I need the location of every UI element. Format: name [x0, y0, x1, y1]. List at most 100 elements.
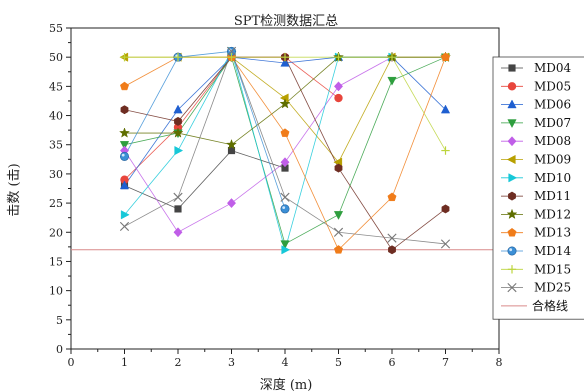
- data-point-md08-shape: [226, 198, 237, 209]
- data-point-md25: [173, 192, 183, 202]
- chart-title: SPT检测数据汇总: [234, 14, 338, 29]
- x-tick-label: 8: [496, 356, 503, 369]
- data-point-md07-shape: [387, 76, 397, 86]
- legend-label-md08: MD08: [534, 134, 571, 148]
- data-point-md06: [280, 57, 290, 67]
- data-point-md11: [120, 105, 129, 115]
- legend-marker-md14: [507, 246, 517, 256]
- data-point-md25-shape: [226, 46, 237, 56]
- x-tick-label: 2: [175, 356, 182, 369]
- data-point-md06: [119, 180, 130, 190]
- data-point-md11-shape: [388, 245, 396, 255]
- y-tick-label: 0: [56, 343, 63, 356]
- data-point-md08: [173, 227, 183, 238]
- data-point-md05-shape: [120, 175, 129, 184]
- data-point-md04-shape: [174, 205, 182, 213]
- data-point-md04: [281, 164, 289, 172]
- data-point-md08: [226, 198, 237, 209]
- data-point-md12: [279, 98, 291, 109]
- data-point-md12-shape: [172, 127, 184, 138]
- data-point-md06-shape: [440, 104, 451, 114]
- data-point-md15: [387, 52, 397, 62]
- x-tick-label: 0: [68, 356, 75, 369]
- data-point-md06: [440, 104, 451, 114]
- series-line-md09: [124, 56, 446, 163]
- data-point-md10-shape: [281, 245, 291, 255]
- legend-marker-md06-shape: [507, 99, 517, 109]
- legend-label-md10: MD10: [534, 171, 571, 185]
- data-point-md11: [174, 116, 182, 126]
- data-point-md08-shape: [333, 81, 344, 92]
- data-point-md12-shape: [119, 127, 130, 138]
- data-point-md05: [120, 175, 129, 184]
- data-point-md07-shape: [280, 240, 290, 250]
- legend-label-md13: MD13: [534, 226, 571, 240]
- legend-label-md14: MD14: [534, 244, 572, 258]
- legend-marker-md14-highlight: [509, 248, 513, 252]
- data-point-md15: [280, 52, 290, 62]
- data-point-md05: [334, 93, 343, 103]
- data-point-md08-shape: [173, 227, 183, 238]
- legend-label-md04: MD04: [534, 61, 572, 75]
- data-point-md11-shape: [120, 105, 129, 115]
- series-line-md14: [124, 50, 286, 210]
- data-point-md15: [173, 52, 183, 62]
- data-point-md14-highlight: [282, 206, 286, 210]
- legend-label-md25: MD25: [534, 281, 571, 295]
- series-line-md13: [124, 56, 446, 251]
- data-point-md05-shape: [173, 123, 183, 132]
- x-tick-label: 3: [228, 356, 235, 369]
- legend-marker-md08-shape: [507, 136, 517, 147]
- data-point-md11-shape: [441, 204, 450, 214]
- legend-marker-md05: [507, 82, 517, 91]
- data-point-md25: [387, 233, 397, 243]
- data-point-md25: [280, 192, 290, 202]
- legend-label-md05: MD05: [534, 79, 571, 93]
- data-point-md12-shape: [279, 98, 291, 109]
- legend-marker-md25: [507, 283, 517, 293]
- y-axis-title: 击数 (击): [7, 163, 22, 216]
- data-point-md15: [120, 52, 129, 62]
- data-point-md07-shape: [333, 211, 344, 220]
- data-point-md13: [334, 245, 343, 254]
- data-point-md12: [119, 127, 130, 138]
- legend-marker-md10: [508, 173, 518, 183]
- data-point-md11: [388, 245, 396, 255]
- legend-label-md07: MD07: [534, 116, 571, 130]
- data-point-md13-shape: [387, 192, 397, 202]
- data-point-md25-shape: [119, 221, 130, 232]
- data-point-md04: [174, 205, 182, 213]
- legend-marker-md15: [507, 265, 517, 274]
- data-point-md11-shape: [334, 163, 343, 173]
- data-point-md25-shape: [440, 239, 451, 249]
- data-point-md25: [440, 239, 451, 249]
- data-point-md04: [227, 146, 236, 155]
- data-point-md06-shape: [173, 104, 183, 114]
- data-point-md10: [120, 210, 130, 220]
- data-point-md10: [281, 245, 291, 255]
- series-line-md11: [124, 56, 446, 251]
- data-point-md12: [226, 138, 237, 150]
- y-tick-label: 25: [49, 197, 63, 210]
- legend-marker-md04: [508, 64, 516, 72]
- legend-label-reference: 合格线: [532, 298, 568, 313]
- y-tick-label: 35: [49, 139, 63, 152]
- y-tick-label: 50: [49, 51, 63, 64]
- legend-marker-md07: [507, 119, 517, 129]
- legend-marker-md13-shape: [507, 227, 517, 237]
- data-point-md14-shape: [120, 151, 130, 161]
- legend-marker-md06: [507, 99, 517, 109]
- series-line-md07: [124, 56, 446, 245]
- y-tick-label: 40: [49, 110, 63, 123]
- data-point-md08: [280, 157, 290, 168]
- y-tick-label: 30: [49, 168, 63, 181]
- data-point-md07: [280, 240, 290, 250]
- data-point-md11-shape: [174, 116, 182, 126]
- y-tick-label: 5: [56, 314, 63, 327]
- data-point-md07-shape: [119, 141, 130, 150]
- data-point-md07: [387, 76, 397, 86]
- data-point-md25-shape: [280, 192, 290, 202]
- data-point-md25-shape: [387, 233, 397, 243]
- x-tick-label: 7: [442, 356, 449, 369]
